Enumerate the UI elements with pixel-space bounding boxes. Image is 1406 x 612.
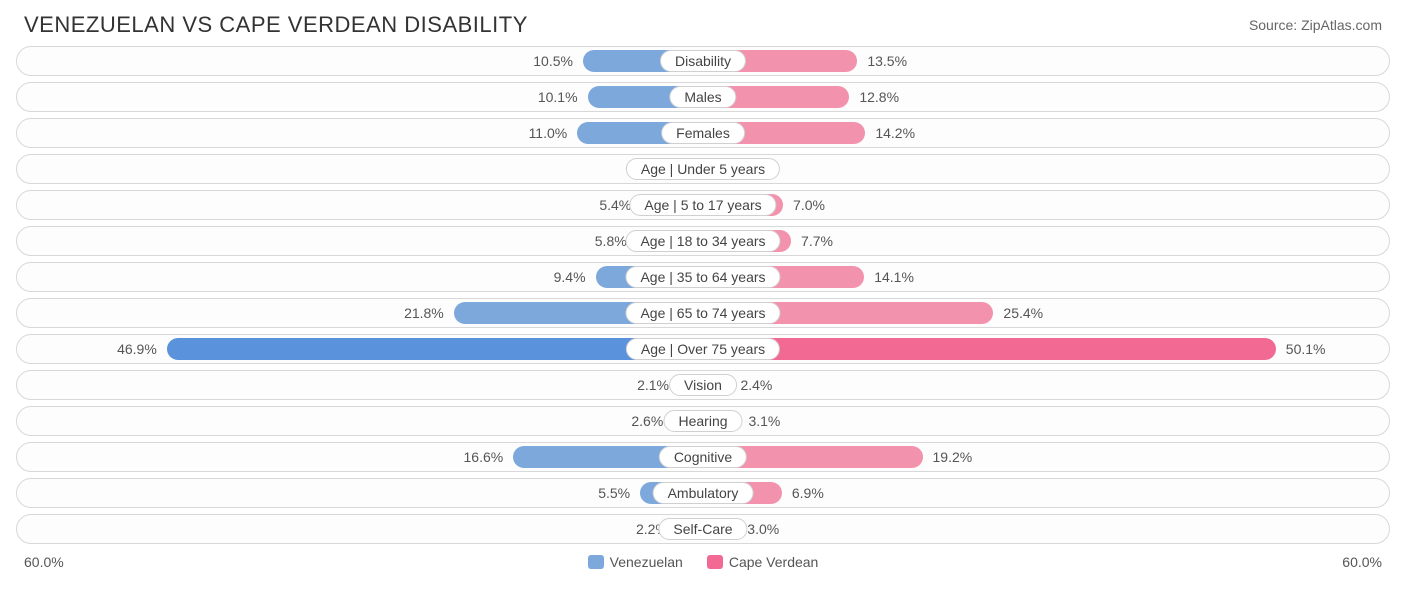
- value-right: 50.1%: [1286, 341, 1326, 357]
- chart-row: 9.4% 14.1% Age | 35 to 64 years: [16, 262, 1390, 292]
- row-label: Ambulatory: [653, 482, 754, 504]
- legend-label-right: Cape Verdean: [729, 554, 819, 570]
- value-left: 46.9%: [117, 341, 157, 357]
- value-right: 2.4%: [740, 377, 772, 393]
- value-left: 2.1%: [637, 377, 669, 393]
- row-label: Age | 5 to 17 years: [629, 194, 776, 216]
- legend-swatch-right: [707, 555, 723, 569]
- axis-max-right: 60.0%: [1342, 554, 1382, 570]
- chart-row: 10.1% 12.8% Males: [16, 82, 1390, 112]
- row-label: Self-Care: [658, 518, 747, 540]
- row-label: Cognitive: [659, 446, 747, 468]
- value-right: 3.1%: [748, 413, 780, 429]
- row-label: Males: [669, 86, 736, 108]
- value-left: 10.5%: [533, 53, 573, 69]
- chart-title: VENEZUELAN VS CAPE VERDEAN DISABILITY: [24, 12, 528, 38]
- chart-source: Source: ZipAtlas.com: [1249, 17, 1382, 33]
- chart-row: 1.2%1.7%Age | Under 5 years: [16, 154, 1390, 184]
- row-label: Age | 18 to 34 years: [625, 230, 780, 252]
- value-right: 14.2%: [875, 125, 915, 141]
- value-left: 9.4%: [554, 269, 586, 285]
- value-left: 5.5%: [598, 485, 630, 501]
- value-right: 3.0%: [747, 521, 779, 537]
- bar-left: [167, 338, 703, 360]
- legend-label-left: Venezuelan: [610, 554, 683, 570]
- value-right: 6.9%: [792, 485, 824, 501]
- bar-right: [703, 338, 1276, 360]
- chart-row: 16.6% 19.2% Cognitive: [16, 442, 1390, 472]
- value-right: 12.8%: [859, 89, 899, 105]
- value-left: 2.6%: [631, 413, 663, 429]
- row-label: Age | Over 75 years: [626, 338, 780, 360]
- value-left: 10.1%: [538, 89, 578, 105]
- value-right: 25.4%: [1003, 305, 1043, 321]
- chart-row: 5.5% 6.9% Ambulatory: [16, 478, 1390, 508]
- row-label: Hearing: [663, 410, 742, 432]
- chart-row: 11.0% 14.2% Females: [16, 118, 1390, 148]
- legend: Venezuelan Cape Verdean: [588, 554, 819, 570]
- value-left: 11.0%: [529, 125, 568, 141]
- chart-row: 21.8% 25.4% Age | 65 to 74 years: [16, 298, 1390, 328]
- chart-header: VENEZUELAN VS CAPE VERDEAN DISABILITY So…: [0, 0, 1406, 46]
- value-right: 19.2%: [933, 449, 973, 465]
- value-right: 13.5%: [867, 53, 907, 69]
- row-label: Females: [661, 122, 745, 144]
- diverging-bar-chart: 10.5% 13.5% Disability 10.1% 12.8% Males 11.0%…: [0, 46, 1406, 544]
- value-left: 16.6%: [464, 449, 504, 465]
- row-label: Vision: [669, 374, 737, 396]
- chart-row: 2.2%3.0%Self-Care: [16, 514, 1390, 544]
- chart-row: 10.5% 13.5% Disability: [16, 46, 1390, 76]
- chart-row: 2.1% 2.4%Vision: [16, 370, 1390, 400]
- value-left: 5.8%: [595, 233, 627, 249]
- row-label: Age | Under 5 years: [626, 158, 780, 180]
- chart-row: 2.6% 3.1% Hearing: [16, 406, 1390, 436]
- row-label: Age | 35 to 64 years: [625, 266, 780, 288]
- value-left: 5.4%: [599, 197, 631, 213]
- row-label: Disability: [660, 50, 746, 72]
- value-left: 21.8%: [404, 305, 444, 321]
- chart-row: 5.4% 7.0% Age | 5 to 17 years: [16, 190, 1390, 220]
- value-right: 7.7%: [801, 233, 833, 249]
- row-label: Age | 65 to 74 years: [625, 302, 780, 324]
- axis-max-left: 60.0%: [24, 554, 64, 570]
- value-right: 14.1%: [874, 269, 914, 285]
- chart-row: 46.9% 50.1% Age | Over 75 years: [16, 334, 1390, 364]
- value-right: 7.0%: [793, 197, 825, 213]
- legend-swatch-left: [588, 555, 604, 569]
- chart-row: 5.8% 7.7% Age | 18 to 34 years: [16, 226, 1390, 256]
- chart-footer: 60.0% Venezuelan Cape Verdean 60.0%: [0, 550, 1406, 570]
- legend-item-right: Cape Verdean: [707, 554, 819, 570]
- legend-item-left: Venezuelan: [588, 554, 683, 570]
